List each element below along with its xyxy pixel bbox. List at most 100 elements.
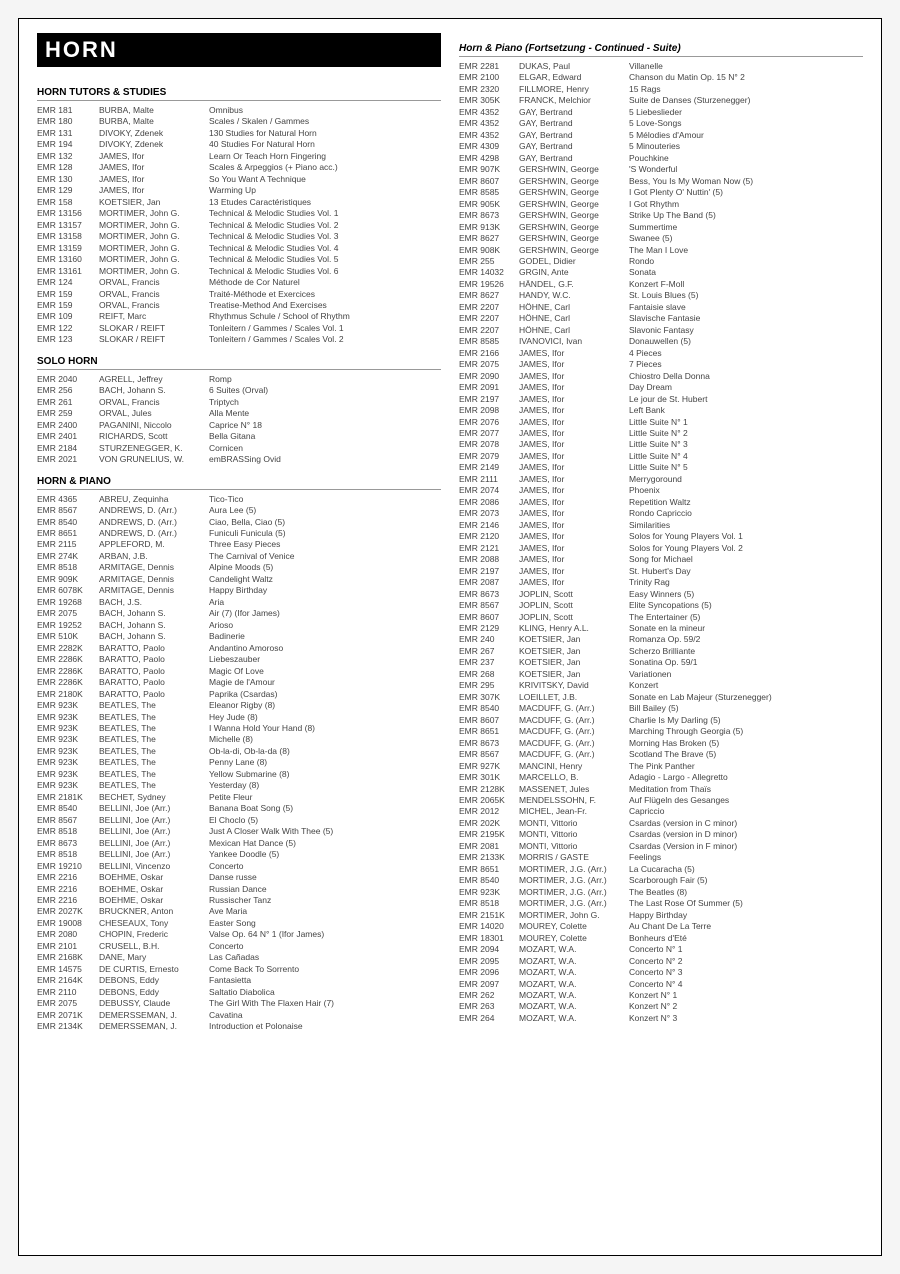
catalog-title: Scales & Arpeggios (+ Piano acc.): [209, 162, 441, 173]
catalog-composer: SLOKAR / REIFT: [99, 334, 209, 345]
catalog-composer: JOPLIN, Scott: [519, 589, 629, 600]
catalog-page: HORN HORN TUTORS & STUDIESEMR 181BURBA, …: [18, 18, 882, 1256]
catalog-code: EMR 2021: [37, 454, 99, 465]
catalog-code: EMR 6078K: [37, 585, 99, 596]
catalog-composer: IVANOVICI, Ivan: [519, 336, 629, 347]
catalog-title: Romanza Op. 59/2: [629, 634, 863, 645]
catalog-code: EMR 122: [37, 323, 99, 334]
catalog-row: EMR 2133KMORRIS / GASTEFeelings: [459, 852, 863, 863]
catalog-title: Technical & Melodic Studies Vol. 5: [209, 254, 441, 265]
catalog-code: EMR 2216: [37, 895, 99, 906]
catalog-composer: STURZENEGGER, K.: [99, 443, 209, 454]
catalog-code: EMR 202K: [459, 818, 519, 829]
catalog-code: EMR 124: [37, 277, 99, 288]
catalog-row: EMR 2098JAMES, IforLeft Bank: [459, 405, 863, 416]
catalog-title: 13 Etudes Caractéristiques: [209, 197, 441, 208]
catalog-title: Charlie Is My Darling (5): [629, 715, 863, 726]
catalog-composer: MASSENET, Jules: [519, 784, 629, 795]
catalog-row: EMR 8567ANDREWS, D. (Arr.)Aura Lee (5): [37, 505, 441, 516]
catalog-code: EMR 908K: [459, 245, 519, 256]
catalog-composer: MACDUFF, G. (Arr.): [519, 726, 629, 737]
catalog-row: EMR 2090JAMES, IforChiostro Della Donna: [459, 371, 863, 382]
catalog-code: EMR 267: [459, 646, 519, 657]
catalog-composer: MORTIMER, John G.: [99, 254, 209, 265]
catalog-code: EMR 2065K: [459, 795, 519, 806]
catalog-composer: MOZART, W.A.: [519, 1013, 629, 1024]
catalog-code: EMR 2216: [37, 884, 99, 895]
catalog-composer: BEATLES, The: [99, 757, 209, 768]
catalog-code: EMR 2094: [459, 944, 519, 955]
left-column: HORN HORN TUTORS & STUDIESEMR 181BURBA, …: [37, 33, 441, 1241]
catalog-composer: JAMES, Ifor: [99, 185, 209, 196]
catalog-title: Andantino Amoroso: [209, 643, 441, 654]
catalog-code: EMR 2086: [459, 497, 519, 508]
catalog-code: EMR 128: [37, 162, 99, 173]
catalog-composer: MORTIMER, John G.: [99, 243, 209, 254]
catalog-row: EMR 2040AGRELL, JeffreyRomp: [37, 374, 441, 385]
catalog-composer: ARMITAGE, Dennis: [99, 585, 209, 596]
catalog-row: EMR 2021VON GRUNELIUS, W.emBRASSing Ovid: [37, 454, 441, 465]
catalog-row: EMR 4365ABREU, ZequinhaTico-Tico: [37, 494, 441, 505]
catalog-composer: ABREU, Zequinha: [99, 494, 209, 505]
catalog-composer: BEATLES, The: [99, 723, 209, 734]
catalog-code: EMR 2074: [459, 485, 519, 496]
catalog-row: EMR 2088JAMES, IforSong for Michael: [459, 554, 863, 565]
catalog-code: EMR 2168K: [37, 952, 99, 963]
catalog-code: EMR 2181K: [37, 792, 99, 803]
catalog-code: EMR 2088: [459, 554, 519, 565]
catalog-title: Repetition Waltz: [629, 497, 863, 508]
catalog-row: EMR 132JAMES, IforLearn Or Teach Horn Fi…: [37, 151, 441, 162]
catalog-title: Bess, You Is My Woman Now (5): [629, 176, 863, 187]
catalog-composer: GODEL, Didier: [519, 256, 629, 267]
catalog-title: Slavische Fantasie: [629, 313, 863, 324]
catalog-composer: HÖHNE, Carl: [519, 302, 629, 313]
catalog-title: Concerto: [209, 941, 441, 952]
catalog-title: 6 Suites (Orval): [209, 385, 441, 396]
catalog-composer: MACDUFF, G. (Arr.): [519, 749, 629, 760]
catalog-row: EMR 923KBEATLES, TheOb-la-di, Ob-la-da (…: [37, 746, 441, 757]
catalog-row: EMR 2207HÖHNE, CarlSlavische Fantasie: [459, 313, 863, 324]
catalog-row: EMR 2075JAMES, Ifor7 Pieces: [459, 359, 863, 370]
catalog-code: EMR 8585: [459, 187, 519, 198]
catalog-code: EMR 8540: [37, 517, 99, 528]
catalog-composer: ARBAN, J.B.: [99, 551, 209, 562]
section-heading: Horn & Piano (Fortsetzung - Continued - …: [459, 43, 863, 57]
catalog-composer: BACH, Johann S.: [99, 385, 209, 396]
catalog-title: Caprice N° 18: [209, 420, 441, 431]
catalog-code: EMR 2195K: [459, 829, 519, 840]
catalog-code: EMR 2320: [459, 84, 519, 95]
catalog-row: EMR 8585IVANOVICI, IvanDonauwellen (5): [459, 336, 863, 347]
catalog-code: EMR 181: [37, 105, 99, 116]
catalog-code: EMR 2027K: [37, 906, 99, 917]
catalog-title: Petite Fleur: [209, 792, 441, 803]
catalog-code: EMR 923K: [37, 757, 99, 768]
page-title: HORN: [37, 33, 441, 67]
catalog-title: Day Dream: [629, 382, 863, 393]
catalog-code: EMR 8627: [459, 290, 519, 301]
catalog-composer: JAMES, Ifor: [519, 348, 629, 359]
catalog-title: 5 Love-Songs: [629, 118, 863, 129]
catalog-title: Technical & Melodic Studies Vol. 3: [209, 231, 441, 242]
catalog-composer: MORTIMER, J.G. (Arr.): [519, 875, 629, 886]
catalog-row: EMR 2075DEBUSSY, ClaudeThe Girl With The…: [37, 998, 441, 1009]
catalog-composer: JAMES, Ifor: [519, 520, 629, 531]
catalog-row: EMR 2216BOEHME, OskarRussischer Tanz: [37, 895, 441, 906]
catalog-code: EMR 2281: [459, 61, 519, 72]
catalog-title: Happy Birthday: [629, 910, 863, 921]
catalog-title: The Entertainer (5): [629, 612, 863, 623]
catalog-composer: ORVAL, Francis: [99, 300, 209, 311]
catalog-code: EMR 2121: [459, 543, 519, 554]
catalog-composer: KLING, Henry A.L.: [519, 623, 629, 634]
catalog-composer: BARATTO, Paolo: [99, 643, 209, 654]
catalog-title: 5 Liebeslieder: [629, 107, 863, 118]
catalog-title: Candelight Waltz: [209, 574, 441, 585]
catalog-code: EMR 8607: [459, 176, 519, 187]
catalog-title: Michelle (8): [209, 734, 441, 745]
catalog-composer: JAMES, Ifor: [519, 577, 629, 588]
catalog-composer: JAMES, Ifor: [519, 543, 629, 554]
catalog-code: EMR 8567: [37, 505, 99, 516]
catalog-title: So You Want A Technique: [209, 174, 441, 185]
catalog-title: Tico-Tico: [209, 494, 441, 505]
catalog-composer: CHOPIN, Frederic: [99, 929, 209, 940]
catalog-composer: GRGIN, Ante: [519, 267, 629, 278]
